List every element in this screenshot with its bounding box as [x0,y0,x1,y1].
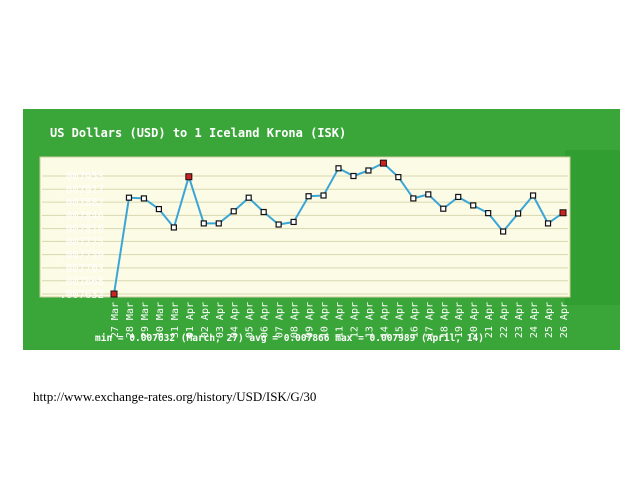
data-point [305,193,312,200]
x-tick-label: 08 Apr [290,302,301,338]
x-tick-label: 03 Apr [215,302,226,338]
data-point [260,208,267,216]
data-point [470,202,477,209]
grid-lines [42,175,568,295]
data-point [365,167,372,174]
stats-summary: min = 0.007632 (March, 27) avg = 0.00786… [95,333,484,344]
y-tick-label: .007703 [60,263,104,275]
y-tick-label: .007775 [60,236,104,248]
source-url: http://www.exchange-rates.org/history/US… [33,389,317,404]
x-tick-label: 11 Apr [335,302,346,338]
data-point [455,193,462,201]
y-tick-label: .007739 [60,250,104,262]
rate-series [110,159,567,298]
data-point [544,220,552,227]
data-point [320,192,327,199]
x-tick-label: 16 Apr [409,302,420,338]
data-point [529,192,537,199]
y-tick-label: .007810 [60,224,104,236]
y-tick-label: .007917 [60,184,104,196]
data-point [290,218,297,226]
x-tick-label: 10 Apr [320,302,331,338]
y-axis-ticks: .007953.007917.007882.007846.007810.0077… [60,171,104,301]
data-point [500,228,507,235]
x-tick-label: 05 Apr [245,302,256,338]
y-tick-label: .007632 [60,289,104,301]
y-tick-label: .007668 [60,276,104,288]
x-tick-label: 25 Apr [544,302,555,338]
chart-title: US Dollars (USD) to 1 Iceland Krona (ISK… [50,126,346,140]
data-point [155,205,162,213]
x-tick-label: 01 Apr [185,302,196,338]
x-tick-label: 20 Apr [469,302,480,338]
data-point [170,224,177,231]
data-point [140,195,148,202]
data-point [440,205,447,212]
x-tick-label: 24 Apr [529,302,540,338]
x-tick-label: 18 Apr [439,302,450,338]
data-point [410,195,417,202]
data-point [485,210,492,217]
data-point-marked [185,173,193,181]
x-tick-label: 31 Mar [170,302,181,338]
y-tick-label: .007846 [60,210,104,222]
x-axis-ticks: 27 Mar 28 Mar 29 Mar 30 Mar 31 Mar 01 Apr 02 A… [110,302,570,338]
x-tick-label: 12 Apr [349,302,360,338]
data-point-marked [379,159,387,167]
data-point [425,191,432,198]
data-point [335,165,342,172]
x-tick-label: 06 Apr [260,302,271,338]
x-tick-label: 19 Apr [454,302,465,338]
data-point [350,172,357,180]
x-tick-label: 29 Mar [140,302,151,338]
x-tick-label: 07 Apr [275,302,286,338]
x-tick-label: 26 Apr [559,302,570,338]
x-tick-label: 28 Mar [125,302,136,338]
data-point [215,220,222,227]
chart-panel [23,109,620,350]
x-tick-label: 15 Apr [394,302,405,338]
x-tick-label: 30 Mar [155,302,166,338]
x-tick-label: 14 Apr [379,302,390,338]
data-point [514,210,522,217]
x-tick-label: 04 Apr [230,302,241,338]
x-tick-label: 21 Apr [484,302,495,338]
x-tick-label: 13 Apr [364,302,375,338]
x-tick-label: 09 Apr [305,302,316,338]
data-point [245,194,252,201]
data-point [275,221,282,228]
panel-shade [565,150,620,305]
x-tick-label: 02 Apr [200,302,211,338]
x-tick-label: 23 Apr [514,302,525,338]
y-tick-label: .007953 [60,171,104,183]
data-point-marked [559,209,567,217]
plot-area [39,156,571,298]
panel-header [23,109,620,151]
data-point [200,220,207,227]
x-tick-label: 22 Apr [499,302,510,338]
data-point [230,208,237,215]
data-point [395,174,402,181]
x-tick-label: 27 Mar [110,302,121,338]
data-point-marked [110,290,118,298]
data-point [125,194,133,201]
x-tick-label: 17 Apr [424,302,435,338]
y-tick-label: .007882 [60,197,104,209]
